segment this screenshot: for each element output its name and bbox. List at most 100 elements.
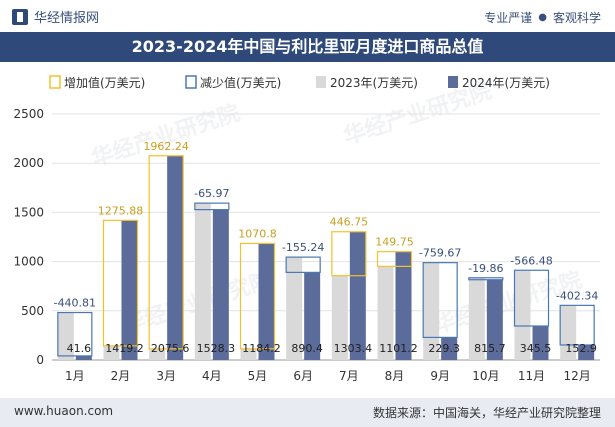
legend: 增加值(万美元) 减少值(万美元) 2023年(万美元) 2024年(万美元) — [49, 75, 550, 90]
bar-2023 — [194, 203, 211, 360]
bullet-icon: ● — [538, 12, 547, 23]
data-labels: -440.81 41.6 1275.88 1419.2 1962.24 2075.6 -65… — [54, 140, 599, 355]
change-label: -19.86 — [468, 262, 503, 275]
value-label-2024: 815.7 — [474, 342, 506, 355]
legend-swatch-increase — [49, 75, 61, 89]
bar-2024 — [212, 209, 229, 360]
bar-2023 — [331, 275, 348, 360]
brand-logo-icon — [12, 8, 28, 25]
legend-label: 增加值(万美元) — [64, 75, 145, 90]
x-tick-label: 7月 — [339, 369, 359, 383]
decrease-box — [513, 269, 550, 327]
slogan: 专业严谨 ● 客观科学 — [484, 9, 601, 26]
bar-2023 — [468, 277, 485, 360]
value-label-2024: 1303.4 — [334, 342, 373, 355]
legend-swatch-2024 — [448, 76, 458, 88]
x-axis: 1月 2月 3月 4月 5月 6月 7月 8月 9月 10月 11月 12月 — [65, 369, 591, 383]
change-label: -566.48 — [510, 254, 552, 267]
x-tick-label: 9月 — [430, 369, 450, 383]
y-axis: 0 500 1000 1500 2000 2500 — [13, 107, 44, 367]
footer-source: 数据来源：中国海关，华经产业研究院整理 — [372, 406, 601, 420]
bar-2024 — [578, 344, 595, 360]
bar-2023 — [149, 348, 166, 360]
value-label-2024: 1419.2 — [105, 342, 144, 355]
value-label-2024: 152.9 — [565, 342, 597, 355]
legend-swatch-decrease — [185, 75, 197, 89]
change-label: -155.24 — [282, 241, 324, 254]
bar-2023 — [560, 305, 577, 360]
change-label: -402.34 — [556, 289, 598, 302]
legend-label: 2023年(万美元) — [330, 76, 418, 90]
x-tick-label: 2月 — [111, 369, 131, 383]
y-tick-label: 2500 — [13, 107, 44, 121]
change-label: -759.67 — [419, 247, 461, 260]
y-tick-label: 1500 — [13, 205, 44, 219]
increase-box — [102, 219, 139, 347]
brand: 华经情报网 — [12, 7, 99, 26]
bar-2024 — [395, 251, 412, 360]
footer-url: www.huaon.com — [14, 404, 114, 418]
change-label: 446.75 — [330, 216, 369, 229]
grid — [52, 113, 600, 361]
value-label-2024: 1184.2 — [242, 342, 281, 355]
decrease-box — [559, 304, 595, 346]
top-bar: 华经情报网 专业严谨 ● 客观科学 — [0, 0, 615, 32]
bar-2024 — [441, 337, 458, 360]
value-label-2024: 345.5 — [520, 342, 552, 355]
increase-box — [376, 251, 413, 267]
x-tick-label: 6月 — [293, 369, 313, 383]
bar-2023 — [103, 345, 120, 360]
title-bar: 2023-2024年中国与利比里亚月度进口商品总值 — [0, 32, 615, 62]
legend-swatch-2023 — [316, 76, 326, 88]
bar-2024 — [258, 243, 275, 360]
change-label: 1962.24 — [143, 140, 189, 153]
brand-name: 华经情报网 — [34, 11, 100, 26]
value-label-2024: 1528.3 — [197, 342, 236, 355]
bar-2023 — [286, 257, 303, 360]
x-tick-label: 4月 — [202, 369, 222, 383]
value-label-2024: 890.4 — [291, 342, 323, 355]
legend-label: 减少值(万美元) — [200, 75, 281, 90]
bar-2024 — [486, 279, 503, 360]
chart: 增加值(万美元) 减少值(万美元) 2023年(万美元) 2024年(万美元) 0 50… — [13, 75, 600, 383]
x-tick-label: 8月 — [385, 369, 405, 383]
change-label: 1070.8 — [238, 227, 277, 240]
bars — [57, 155, 595, 360]
decrease-box — [285, 256, 321, 273]
bar-2024 — [349, 231, 366, 360]
slogan-right: 客观科学 — [552, 11, 601, 25]
x-tick-label: 11月 — [518, 369, 545, 383]
x-tick-label: 5月 — [248, 369, 268, 383]
footer: www.huaon.com 数据来源：中国海关，华经产业研究院整理 — [0, 398, 615, 427]
legend-label: 2024年(万美元) — [462, 76, 550, 90]
bar-2023 — [514, 270, 531, 360]
y-tick-label: 1000 — [13, 255, 44, 269]
chart-title: 2023-2024年中国与利比里亚月度进口商品总值 — [131, 37, 484, 56]
increase-box — [148, 155, 184, 350]
decrease-box — [422, 262, 458, 338]
y-tick-label: 0 — [36, 353, 44, 367]
bar-2024 — [75, 355, 92, 360]
bar-2023 — [377, 266, 394, 360]
decrease-box — [468, 277, 504, 281]
change-label: 1275.88 — [98, 204, 144, 217]
x-tick-label: 3月 — [156, 369, 176, 383]
bar-2023 — [57, 312, 74, 360]
x-tick-label: 1月 — [65, 369, 85, 383]
bar-2024 — [304, 272, 321, 360]
value-label-2024: 1101.2 — [379, 342, 418, 355]
bar-2023 — [240, 348, 257, 360]
change-label: -65.97 — [194, 187, 229, 200]
increase-box — [239, 242, 276, 350]
bar-2023 — [423, 262, 440, 360]
change-label: -440.81 — [54, 297, 96, 310]
increase-box — [331, 231, 367, 277]
x-tick-label: 12月 — [564, 369, 591, 383]
value-label-2024: 229.3 — [428, 342, 460, 355]
decrease-box — [57, 311, 93, 357]
slogan-left: 专业严谨 — [484, 11, 533, 25]
value-label-2024: 2075.6 — [151, 342, 190, 355]
change-label: 149.75 — [375, 236, 414, 249]
x-tick-label: 10月 — [472, 369, 499, 383]
y-tick-label: 2000 — [13, 156, 44, 170]
